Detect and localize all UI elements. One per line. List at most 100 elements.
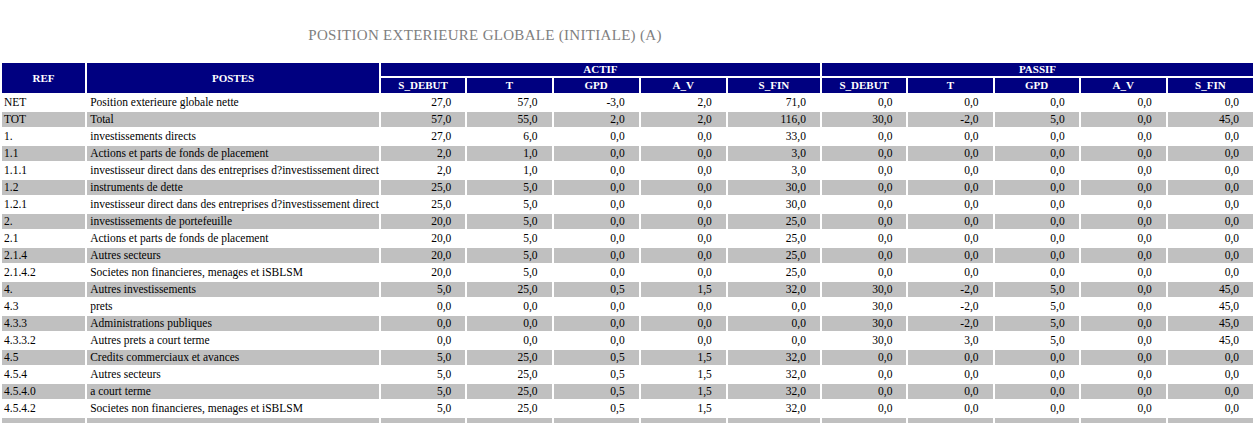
value-cell: 25,0: [467, 282, 551, 297]
value-cell: 0,0: [995, 384, 1079, 399]
value-cell: [822, 418, 906, 423]
value-cell: 25,0: [381, 180, 465, 195]
value-cell: 0,0: [1081, 197, 1166, 212]
value-cell: 116,0: [728, 112, 820, 127]
value-cell: 0,0: [908, 401, 992, 416]
poste-cell: Administrations publiques: [87, 316, 379, 331]
passif-s-fin-header: S_FIN: [1168, 78, 1253, 93]
value-cell: 0,0: [1168, 231, 1253, 246]
value-cell: 0,0: [554, 231, 639, 246]
passif-s-debut-header: S_DEBUT: [822, 78, 906, 93]
ref-cell: 2.1.4.2: [2, 265, 85, 280]
poste-cell: Total: [87, 112, 379, 127]
poste-cell: Autres investissements: [87, 282, 379, 297]
value-cell: 0,0: [554, 180, 639, 195]
value-cell: 0,0: [467, 316, 551, 331]
table-row-partial: [2, 418, 1253, 423]
value-cell: 25,0: [467, 367, 551, 382]
ref-column-header: REF: [2, 63, 85, 93]
poste-cell: Credits commerciaux et avances: [87, 350, 379, 365]
ref-cell: 2.1.4: [2, 248, 85, 263]
value-cell: 5,0: [467, 180, 551, 195]
ref-cell: 4.3: [2, 299, 85, 314]
value-cell: 0,0: [908, 248, 992, 263]
table-row: 2.1.4.2 Societes non financieres, menage…: [2, 265, 1253, 280]
value-cell: 25,0: [467, 384, 551, 399]
value-cell: [1081, 418, 1166, 423]
poste-cell: Autres secteurs: [87, 248, 379, 263]
value-cell: 0,0: [1081, 350, 1166, 365]
value-cell: 71,0: [728, 95, 820, 110]
actif-a-v-header: A_V: [641, 78, 726, 93]
ref-cell: 4.5: [2, 350, 85, 365]
ref-cell: 1.: [2, 129, 85, 144]
value-cell: 0,0: [822, 350, 906, 365]
value-cell: 1,5: [641, 282, 726, 297]
value-cell: 0,5: [554, 401, 639, 416]
value-cell: 0,0: [554, 214, 639, 229]
value-cell: 2,0: [381, 146, 465, 161]
value-cell: 6,0: [467, 129, 551, 144]
value-cell: 0,0: [995, 146, 1079, 161]
value-cell: 0,0: [381, 299, 465, 314]
value-cell: 0,0: [1168, 95, 1253, 110]
value-cell: 0,0: [641, 316, 726, 331]
poste-cell: Actions et parts de fonds de placement: [87, 146, 379, 161]
ref-cell: 4.5.4.0: [2, 384, 85, 399]
table-row: 1.1.1 investisseur direct dans des entre…: [2, 163, 1253, 178]
poste-cell: investissements directs: [87, 129, 379, 144]
table-row: 1.1 Actions et parts de fonds de placeme…: [2, 146, 1253, 161]
table-row: 4.3.3.2 Autres prets a court terme 0,0 0…: [2, 333, 1253, 348]
value-cell: 0,0: [1081, 265, 1166, 280]
ref-cell: [2, 418, 85, 423]
value-cell: 30,0: [728, 180, 820, 195]
value-cell: 0,0: [1081, 248, 1166, 263]
value-cell: 5,0: [467, 231, 551, 246]
value-cell: 0,0: [1168, 265, 1253, 280]
table-row: 4.3.3 Administrations publiques 0,0 0,0 …: [2, 316, 1253, 331]
value-cell: -3,0: [554, 95, 639, 110]
table-row: 4. Autres investissements 5,0 25,0 0,5 1…: [2, 282, 1253, 297]
postes-column-header: POSTES: [87, 63, 379, 93]
value-cell: 0,0: [641, 214, 726, 229]
value-cell: 0,0: [908, 214, 992, 229]
value-cell: 0,0: [1081, 299, 1166, 314]
poste-cell: investissements de portefeuille: [87, 214, 379, 229]
value-cell: 30,0: [822, 282, 906, 297]
value-cell: 3,0: [728, 146, 820, 161]
value-cell: 0,0: [908, 231, 992, 246]
value-cell: 45,0: [1168, 333, 1253, 348]
actif-s-fin-header: S_FIN: [728, 78, 820, 93]
value-cell: 0,0: [554, 316, 639, 331]
value-cell: 0,0: [908, 129, 992, 144]
poste-cell: Actions et parts de fonds de placement: [87, 231, 379, 246]
poste-cell: Position exterieure globale nette: [87, 95, 379, 110]
value-cell: 0,0: [641, 163, 726, 178]
value-cell: 0,0: [1168, 350, 1253, 365]
table-row: TOT Total 57,0 55,0 2,0 2,0 116,0 30,0 -…: [2, 112, 1253, 127]
value-cell: 32,0: [728, 384, 820, 399]
value-cell: 0,0: [1168, 248, 1253, 263]
value-cell: -2,0: [908, 112, 992, 127]
poste-cell: [87, 418, 379, 423]
value-cell: 25,0: [467, 350, 551, 365]
value-cell: 0,0: [554, 146, 639, 161]
value-cell: [995, 418, 1079, 423]
value-cell: 0,5: [554, 282, 639, 297]
value-cell: 0,0: [995, 265, 1079, 280]
value-cell: 5,0: [995, 333, 1079, 348]
value-cell: 0,0: [908, 180, 992, 195]
table-body: NET Position exterieure globale nette 27…: [2, 95, 1253, 423]
table-row: 4.5 Credits commerciaux et avances 5,0 2…: [2, 350, 1253, 365]
value-cell: 20,0: [381, 231, 465, 246]
value-cell: [1168, 418, 1253, 423]
value-cell: 0,0: [1081, 231, 1166, 246]
value-cell: 0,0: [554, 129, 639, 144]
value-cell: 0,0: [554, 333, 639, 348]
passif-group-header: PASSIF: [822, 63, 1253, 76]
value-cell: 20,0: [381, 248, 465, 263]
title-area: POSITION EXTERIEURE GLOBALE (INITIALE) (…: [0, 0, 970, 61]
value-cell: [728, 418, 820, 423]
value-cell: 0,0: [554, 265, 639, 280]
value-cell: 30,0: [822, 333, 906, 348]
